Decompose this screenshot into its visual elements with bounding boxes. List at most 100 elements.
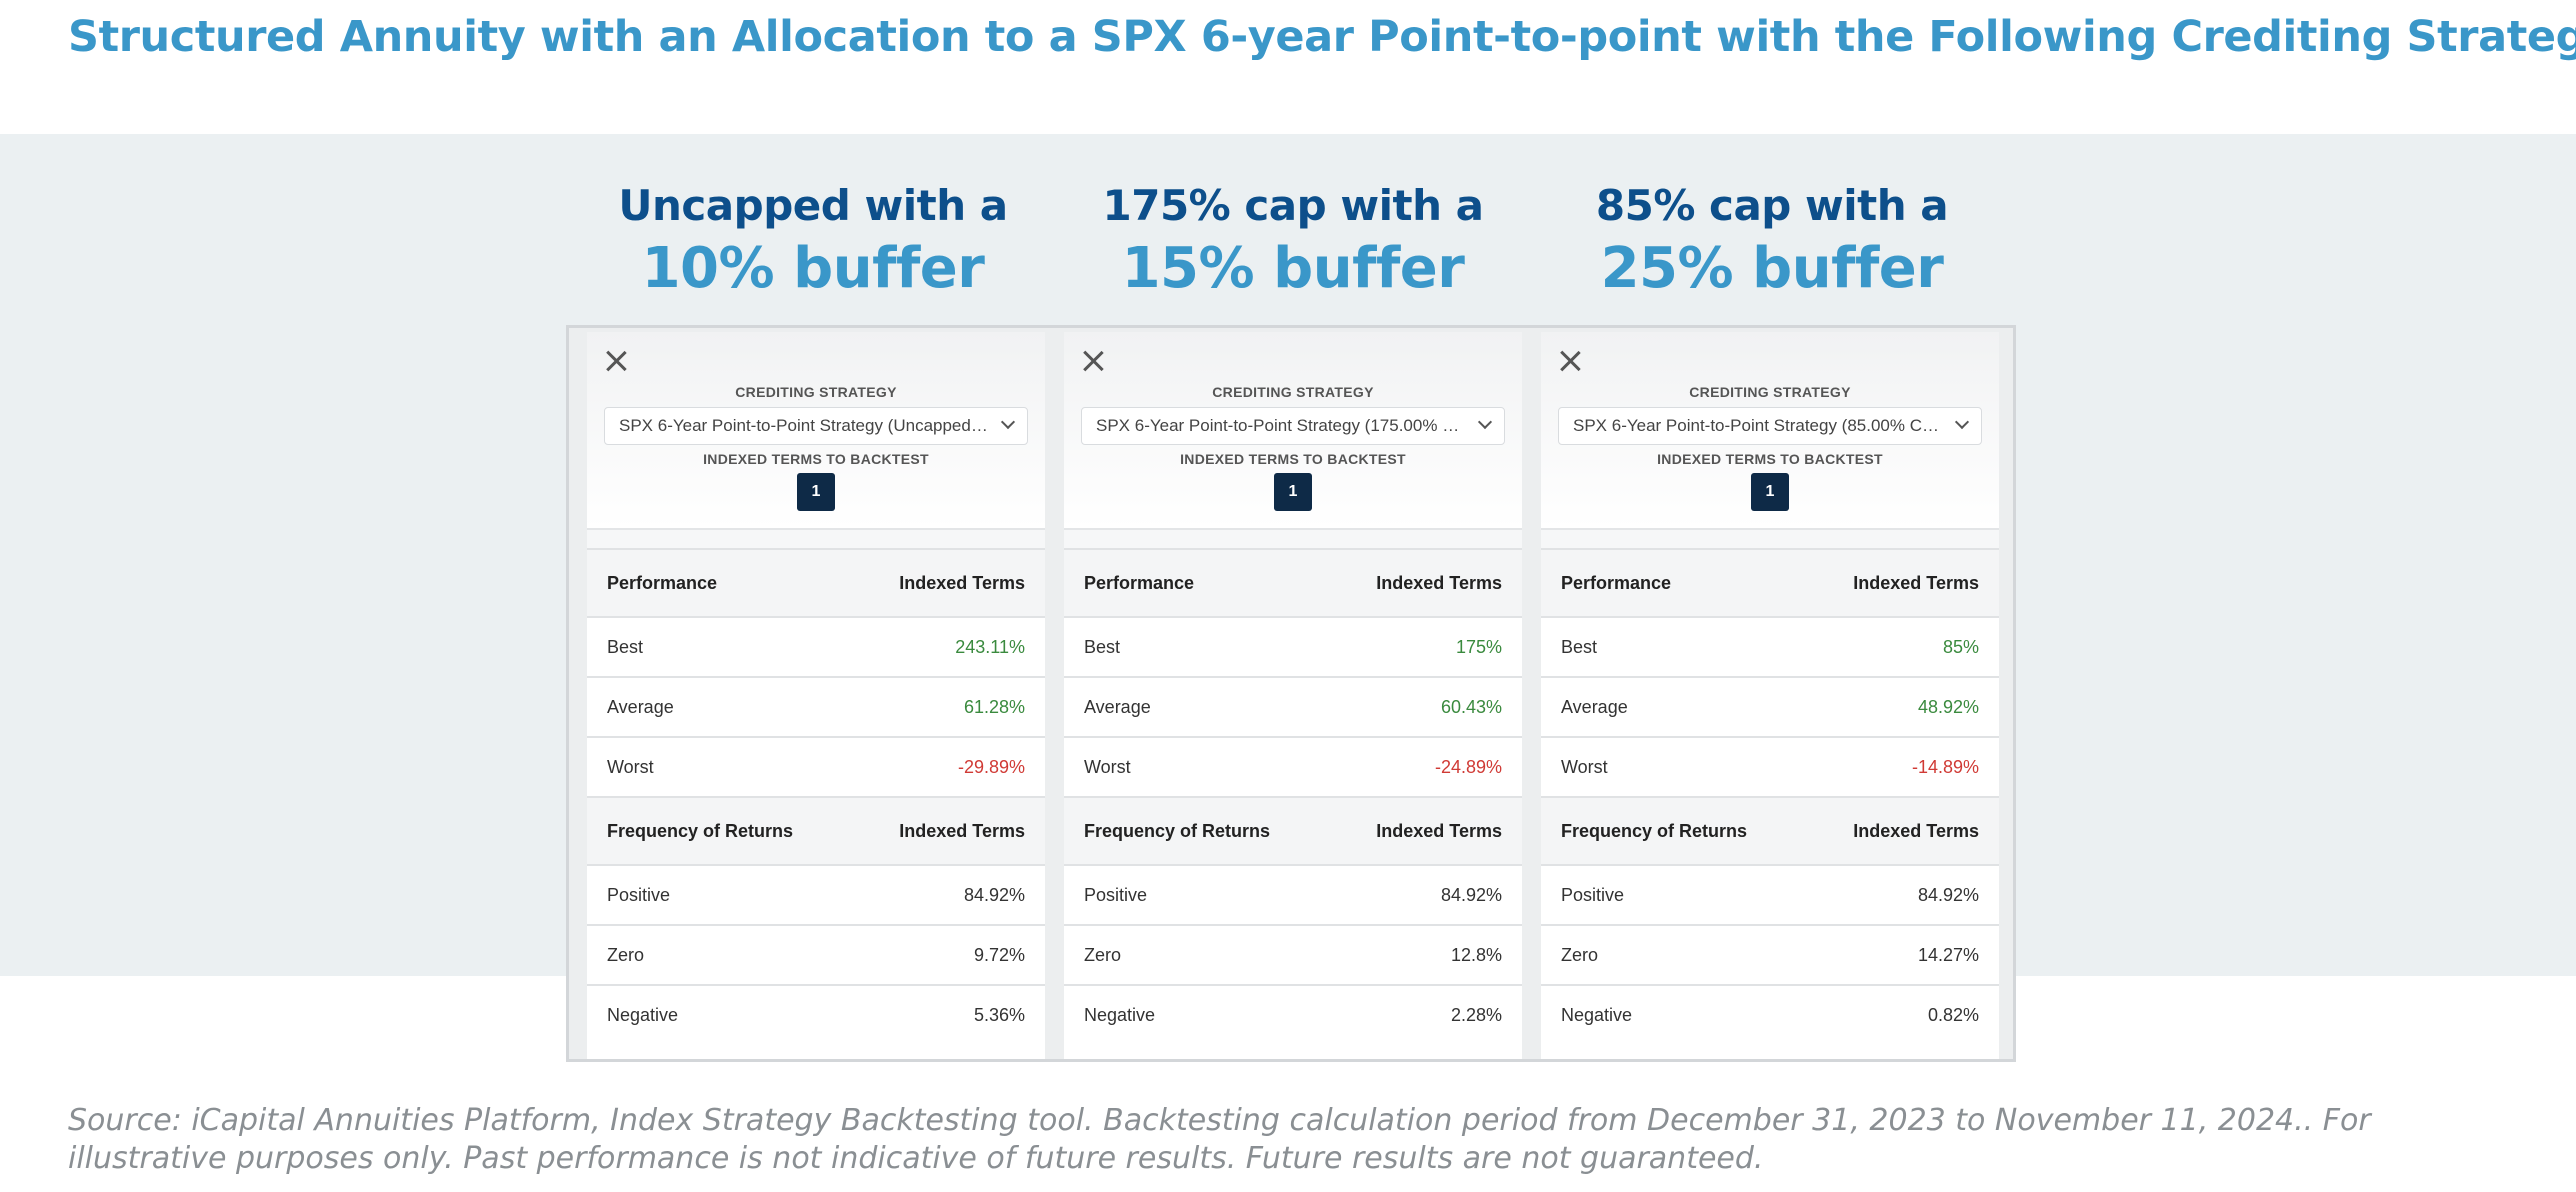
- performance-header: Performance: [1064, 548, 1329, 617]
- heading-line2: 10% buffer: [641, 236, 985, 301]
- results-table: Performance Indexed Terms Best 85% Avera…: [1541, 548, 1999, 1045]
- row-label: Best: [1541, 616, 1806, 677]
- indexed-term-button[interactable]: 1: [797, 473, 835, 511]
- card-header: CREDITING STRATEGY SPX 6-Year Point-to-P…: [1064, 332, 1522, 530]
- row-value: 84.92%: [1805, 864, 1999, 925]
- row-label: Zero: [587, 924, 852, 985]
- crediting-strategy-select[interactable]: SPX 6-Year Point-to-Point Strategy (85.0…: [1558, 407, 1982, 445]
- row-value: 60.43%: [1328, 676, 1522, 737]
- frequency-header-value: Indexed Terms: [1328, 796, 1522, 865]
- row-value: 243.11%: [851, 616, 1045, 677]
- row-label: Worst: [1064, 736, 1329, 797]
- strategy-heading-2: 175% cap with a 15% buffer: [1063, 178, 1523, 304]
- performance-header-row: Performance Indexed Terms: [1064, 548, 1522, 617]
- selected-strategy: SPX 6-Year Point-to-Point Strategy (Unca…: [619, 416, 1027, 435]
- table-row: Negative 0.82%: [1541, 984, 1999, 1045]
- frequency-header-row: Frequency of Returns Indexed Terms: [587, 796, 1045, 865]
- row-value: -29.89%: [851, 736, 1045, 797]
- frequency-header-value: Indexed Terms: [1805, 796, 1999, 865]
- frequency-header: Frequency of Returns: [1541, 796, 1806, 865]
- close-icon[interactable]: [603, 348, 629, 374]
- performance-header: Performance: [1541, 548, 1806, 617]
- indexed-term-button[interactable]: 1: [1751, 473, 1789, 511]
- performance-header-value: Indexed Terms: [1328, 548, 1522, 617]
- page-title: Structured Annuity with an Allocation to…: [68, 12, 2576, 62]
- backtest-panels: CREDITING STRATEGY SPX 6-Year Point-to-P…: [566, 325, 2016, 1062]
- row-value: 84.92%: [851, 864, 1045, 925]
- row-value: 0.82%: [1805, 984, 1999, 1045]
- row-value: 2.28%: [1328, 984, 1522, 1045]
- indexed-terms-label: INDEXED TERMS TO BACKTEST: [1180, 451, 1406, 467]
- row-label: Zero: [1541, 924, 1806, 985]
- indexed-term-button[interactable]: 1: [1274, 473, 1312, 511]
- row-label: Negative: [587, 984, 852, 1045]
- crediting-strategy-select[interactable]: SPX 6-Year Point-to-Point Strategy (175.…: [1081, 407, 1505, 445]
- table-row: Zero 14.27%: [1541, 924, 1999, 985]
- frequency-header-row: Frequency of Returns Indexed Terms: [1064, 796, 1522, 865]
- source-footnote: Source: iCapital Annuities Platform, Ind…: [68, 1103, 2371, 1176]
- table-row: Worst -14.89%: [1541, 736, 1999, 797]
- selected-strategy: SPX 6-Year Point-to-Point Strategy (175.…: [1096, 416, 1504, 435]
- card-spacer: [1064, 530, 1522, 548]
- close-icon[interactable]: [1080, 348, 1106, 374]
- crediting-strategy-label: CREDITING STRATEGY: [735, 384, 897, 400]
- row-label: Positive: [1064, 864, 1329, 925]
- row-value: 9.72%: [851, 924, 1045, 985]
- row-label: Average: [1541, 676, 1806, 737]
- heading-line1: Uncapped with a: [618, 181, 1008, 230]
- row-value: 84.92%: [1328, 864, 1522, 925]
- row-value: -14.89%: [1805, 736, 1999, 797]
- heading-line1: 175% cap with a: [1102, 181, 1484, 230]
- selected-strategy: SPX 6-Year Point-to-Point Strategy (85.0…: [1573, 416, 1981, 435]
- heading-line2: 25% buffer: [1600, 236, 1944, 301]
- heading-line2: 15% buffer: [1121, 236, 1465, 301]
- row-label: Zero: [1064, 924, 1329, 985]
- table-row: Worst -24.89%: [1064, 736, 1522, 797]
- performance-header-row: Performance Indexed Terms: [587, 548, 1045, 617]
- strategy-heading-3: 85% cap with a 25% buffer: [1542, 178, 2002, 304]
- table-row: Positive 84.92%: [587, 864, 1045, 925]
- strategy-heading-1: Uncapped with a 10% buffer: [583, 178, 1043, 304]
- table-row: Best 243.11%: [587, 616, 1045, 677]
- frequency-header: Frequency of Returns: [587, 796, 852, 865]
- frequency-header-value: Indexed Terms: [851, 796, 1045, 865]
- row-label: Average: [1064, 676, 1329, 737]
- row-label: Worst: [1541, 736, 1806, 797]
- table-row: Average 60.43%: [1064, 676, 1522, 737]
- row-value: 85%: [1805, 616, 1999, 677]
- card-header: CREDITING STRATEGY SPX 6-Year Point-to-P…: [1541, 332, 1999, 530]
- indexed-terms-label: INDEXED TERMS TO BACKTEST: [703, 451, 929, 467]
- card-spacer: [587, 530, 1045, 548]
- table-row: Best 85%: [1541, 616, 1999, 677]
- row-value: 14.27%: [1805, 924, 1999, 985]
- table-row: Average 61.28%: [587, 676, 1045, 737]
- table-row: Zero 9.72%: [587, 924, 1045, 985]
- close-icon[interactable]: [1557, 348, 1583, 374]
- table-row: Positive 84.92%: [1064, 864, 1522, 925]
- crediting-strategy-label: CREDITING STRATEGY: [1689, 384, 1851, 400]
- row-value: 61.28%: [851, 676, 1045, 737]
- results-table: Performance Indexed Terms Best 175% Aver…: [1064, 548, 1522, 1045]
- row-label: Best: [587, 616, 852, 677]
- card-spacer: [1541, 530, 1999, 548]
- results-table: Performance Indexed Terms Best 243.11% A…: [587, 548, 1045, 1045]
- strategy-card: CREDITING STRATEGY SPX 6-Year Point-to-P…: [1064, 332, 1522, 1059]
- table-row: Worst -29.89%: [587, 736, 1045, 797]
- row-value: 175%: [1328, 616, 1522, 677]
- table-row: Positive 84.92%: [1541, 864, 1999, 925]
- row-label: Positive: [1541, 864, 1806, 925]
- row-label: Negative: [1541, 984, 1806, 1045]
- performance-header-value: Indexed Terms: [851, 548, 1045, 617]
- row-value: 48.92%: [1805, 676, 1999, 737]
- row-label: Best: [1064, 616, 1329, 677]
- table-row: Negative 2.28%: [1064, 984, 1522, 1045]
- indexed-terms-label: INDEXED TERMS TO BACKTEST: [1657, 451, 1883, 467]
- strategy-headings: Uncapped with a 10% buffer 175% cap with…: [0, 178, 2576, 308]
- crediting-strategy-select[interactable]: SPX 6-Year Point-to-Point Strategy (Unca…: [604, 407, 1028, 445]
- row-label: Positive: [587, 864, 852, 925]
- frequency-header-row: Frequency of Returns Indexed Terms: [1541, 796, 1999, 865]
- card-header: CREDITING STRATEGY SPX 6-Year Point-to-P…: [587, 332, 1045, 530]
- row-value: 5.36%: [851, 984, 1045, 1045]
- frequency-header: Frequency of Returns: [1064, 796, 1329, 865]
- performance-header-value: Indexed Terms: [1805, 548, 1999, 617]
